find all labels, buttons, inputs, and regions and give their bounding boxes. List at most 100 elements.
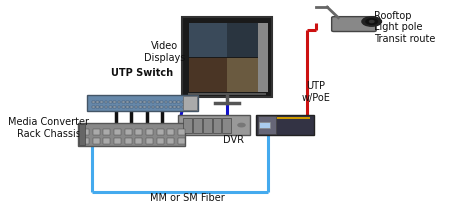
Circle shape [238, 123, 245, 127]
FancyBboxPatch shape [139, 101, 142, 103]
Text: Rooftop
Light pole
Transit route: Rooftop Light pole Transit route [374, 11, 436, 44]
FancyBboxPatch shape [173, 101, 176, 103]
FancyBboxPatch shape [228, 58, 266, 92]
FancyBboxPatch shape [82, 129, 89, 135]
FancyBboxPatch shape [182, 106, 185, 108]
FancyBboxPatch shape [79, 124, 85, 145]
FancyBboxPatch shape [135, 129, 143, 135]
FancyBboxPatch shape [122, 101, 124, 103]
FancyBboxPatch shape [109, 101, 112, 103]
FancyBboxPatch shape [156, 106, 159, 108]
FancyBboxPatch shape [167, 138, 174, 144]
FancyBboxPatch shape [178, 129, 185, 135]
FancyBboxPatch shape [190, 101, 193, 103]
FancyBboxPatch shape [105, 101, 107, 103]
FancyBboxPatch shape [143, 106, 146, 108]
FancyBboxPatch shape [157, 129, 164, 135]
FancyBboxPatch shape [96, 106, 99, 108]
FancyBboxPatch shape [189, 23, 227, 57]
FancyBboxPatch shape [148, 101, 150, 103]
FancyBboxPatch shape [130, 106, 133, 108]
FancyBboxPatch shape [258, 23, 268, 92]
FancyBboxPatch shape [103, 129, 111, 135]
FancyBboxPatch shape [114, 129, 121, 135]
FancyBboxPatch shape [101, 101, 103, 103]
Text: MM or SM Fiber: MM or SM Fiber [149, 193, 224, 203]
FancyBboxPatch shape [92, 101, 95, 103]
FancyBboxPatch shape [93, 138, 100, 144]
Text: UTP
w/PoE: UTP w/PoE [302, 81, 330, 103]
FancyBboxPatch shape [190, 106, 193, 108]
FancyBboxPatch shape [152, 106, 154, 108]
FancyBboxPatch shape [160, 101, 163, 103]
FancyBboxPatch shape [165, 106, 167, 108]
FancyBboxPatch shape [213, 117, 222, 133]
FancyBboxPatch shape [173, 106, 176, 108]
FancyBboxPatch shape [114, 138, 121, 144]
FancyBboxPatch shape [126, 101, 129, 103]
Text: UTP Switch: UTP Switch [112, 68, 174, 78]
FancyBboxPatch shape [146, 129, 153, 135]
FancyBboxPatch shape [177, 106, 180, 108]
FancyBboxPatch shape [178, 115, 250, 135]
FancyBboxPatch shape [259, 122, 270, 128]
FancyBboxPatch shape [189, 58, 227, 92]
FancyBboxPatch shape [96, 101, 99, 103]
FancyBboxPatch shape [82, 138, 89, 144]
Circle shape [370, 21, 374, 23]
FancyBboxPatch shape [148, 106, 150, 108]
FancyBboxPatch shape [177, 101, 180, 103]
FancyBboxPatch shape [167, 129, 174, 135]
FancyBboxPatch shape [139, 106, 142, 108]
FancyBboxPatch shape [103, 138, 111, 144]
FancyBboxPatch shape [130, 101, 133, 103]
FancyBboxPatch shape [257, 116, 276, 134]
FancyBboxPatch shape [152, 101, 154, 103]
FancyBboxPatch shape [125, 138, 132, 144]
FancyBboxPatch shape [332, 17, 376, 31]
FancyBboxPatch shape [188, 93, 266, 95]
FancyBboxPatch shape [93, 129, 100, 135]
FancyBboxPatch shape [78, 123, 185, 146]
FancyBboxPatch shape [113, 101, 116, 103]
FancyBboxPatch shape [122, 106, 124, 108]
FancyBboxPatch shape [101, 106, 103, 108]
FancyBboxPatch shape [86, 95, 198, 111]
FancyBboxPatch shape [169, 106, 171, 108]
FancyBboxPatch shape [125, 129, 132, 135]
FancyBboxPatch shape [182, 101, 185, 103]
FancyBboxPatch shape [193, 117, 202, 133]
FancyBboxPatch shape [203, 117, 212, 133]
FancyBboxPatch shape [157, 138, 164, 144]
FancyBboxPatch shape [126, 106, 129, 108]
FancyBboxPatch shape [113, 106, 116, 108]
FancyBboxPatch shape [165, 101, 167, 103]
FancyBboxPatch shape [105, 106, 107, 108]
FancyBboxPatch shape [169, 101, 171, 103]
FancyBboxPatch shape [143, 101, 146, 103]
FancyBboxPatch shape [135, 101, 138, 103]
FancyBboxPatch shape [109, 106, 112, 108]
FancyBboxPatch shape [186, 106, 189, 108]
FancyBboxPatch shape [178, 138, 185, 144]
FancyBboxPatch shape [135, 106, 138, 108]
Circle shape [366, 19, 377, 24]
FancyBboxPatch shape [186, 101, 189, 103]
FancyBboxPatch shape [256, 115, 314, 135]
FancyBboxPatch shape [135, 138, 143, 144]
FancyBboxPatch shape [156, 101, 159, 103]
FancyBboxPatch shape [117, 101, 120, 103]
Text: DVR: DVR [223, 135, 244, 145]
Text: Video
Displays: Video Displays [144, 41, 186, 63]
Circle shape [362, 17, 382, 26]
FancyBboxPatch shape [223, 117, 231, 133]
FancyBboxPatch shape [228, 23, 266, 57]
FancyBboxPatch shape [160, 106, 163, 108]
FancyBboxPatch shape [259, 117, 310, 119]
FancyBboxPatch shape [117, 106, 120, 108]
FancyBboxPatch shape [183, 95, 197, 110]
Text: Media Converter
Rack Chassis: Media Converter Rack Chassis [8, 117, 90, 139]
FancyBboxPatch shape [182, 17, 271, 97]
FancyBboxPatch shape [92, 106, 95, 108]
FancyBboxPatch shape [146, 138, 153, 144]
